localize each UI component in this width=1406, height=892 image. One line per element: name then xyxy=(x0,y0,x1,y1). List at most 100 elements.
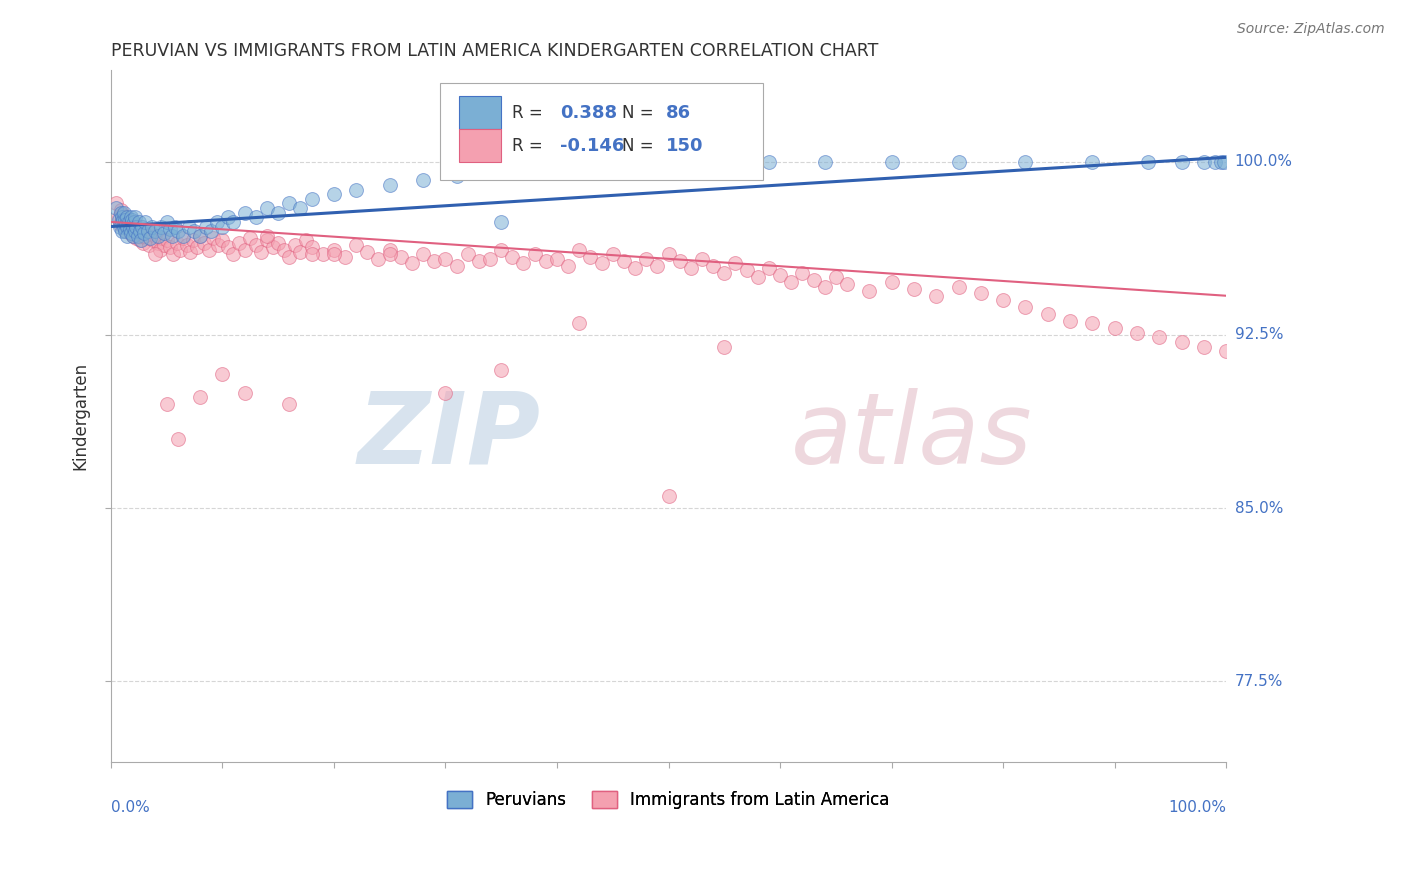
Text: PERUVIAN VS IMMIGRANTS FROM LATIN AMERICA KINDERGARTEN CORRELATION CHART: PERUVIAN VS IMMIGRANTS FROM LATIN AMERIC… xyxy=(111,42,879,60)
Point xyxy=(278,196,301,211)
Text: R =: R = xyxy=(512,136,543,155)
Point xyxy=(702,259,724,273)
Point xyxy=(814,279,837,293)
Point xyxy=(1213,155,1236,169)
Point xyxy=(128,233,150,247)
Point xyxy=(155,397,177,411)
Point xyxy=(134,215,156,229)
Point xyxy=(108,217,131,231)
FancyBboxPatch shape xyxy=(440,84,763,180)
Text: atlas: atlas xyxy=(792,388,1033,485)
Point xyxy=(344,183,367,197)
Point xyxy=(105,201,128,215)
Point xyxy=(127,219,149,234)
Point xyxy=(1170,334,1192,349)
Point xyxy=(205,215,228,229)
Point xyxy=(177,219,200,234)
Point xyxy=(301,240,323,254)
Point xyxy=(312,247,335,261)
Point xyxy=(145,247,167,261)
Point xyxy=(457,247,479,261)
Point xyxy=(110,205,132,219)
Point xyxy=(534,254,557,268)
Point xyxy=(122,217,145,231)
Point xyxy=(131,228,153,243)
Point xyxy=(228,235,250,250)
Point xyxy=(1209,155,1232,169)
Point xyxy=(1170,155,1192,169)
Point xyxy=(769,268,792,282)
Point xyxy=(970,286,993,301)
Point xyxy=(824,270,846,285)
Point xyxy=(134,227,156,241)
Point xyxy=(780,275,803,289)
Text: R =: R = xyxy=(512,103,543,121)
Point xyxy=(233,205,256,219)
Point xyxy=(188,390,211,404)
Point xyxy=(122,228,145,243)
Point xyxy=(139,227,162,241)
Point xyxy=(107,211,129,225)
Point xyxy=(211,233,233,247)
Point xyxy=(991,293,1014,308)
Point xyxy=(479,252,502,266)
Point xyxy=(128,224,150,238)
Point xyxy=(367,252,389,266)
Point xyxy=(613,254,636,268)
Point xyxy=(222,247,245,261)
Point xyxy=(423,254,446,268)
Point xyxy=(724,256,747,270)
Point xyxy=(122,215,145,229)
FancyBboxPatch shape xyxy=(458,129,501,162)
Point xyxy=(166,235,188,250)
Point xyxy=(434,385,457,400)
Point xyxy=(117,219,139,234)
Point xyxy=(145,224,167,238)
Point xyxy=(186,240,208,254)
Point xyxy=(112,211,135,225)
Text: Source: ZipAtlas.com: Source: ZipAtlas.com xyxy=(1237,22,1385,37)
Point xyxy=(1104,321,1126,335)
Point xyxy=(668,254,690,268)
Point xyxy=(1204,155,1226,169)
Point xyxy=(880,275,903,289)
Point xyxy=(591,256,613,270)
Point xyxy=(121,222,143,236)
Point xyxy=(166,432,188,446)
Point xyxy=(188,228,211,243)
Point xyxy=(127,228,149,243)
Point xyxy=(880,155,903,169)
Point xyxy=(114,224,136,238)
Point xyxy=(111,215,134,229)
Point xyxy=(267,205,290,219)
Point xyxy=(278,250,301,264)
Point xyxy=(181,233,204,247)
Point xyxy=(1126,326,1149,340)
Point xyxy=(112,212,135,227)
Point xyxy=(389,250,412,264)
Point xyxy=(117,212,139,227)
Point xyxy=(124,224,146,238)
Point xyxy=(735,263,758,277)
Point xyxy=(948,155,970,169)
Point xyxy=(150,231,173,245)
Point xyxy=(378,243,401,257)
Text: 0.0%: 0.0% xyxy=(111,800,149,815)
Point xyxy=(446,169,468,183)
Point xyxy=(166,224,188,238)
Point xyxy=(207,238,229,252)
Point xyxy=(713,266,735,280)
Point xyxy=(568,243,591,257)
Point xyxy=(115,217,138,231)
Point xyxy=(322,247,344,261)
Point xyxy=(135,231,157,245)
Point xyxy=(501,250,523,264)
Point xyxy=(159,222,181,236)
Point xyxy=(713,339,735,353)
Point xyxy=(172,231,194,245)
Point xyxy=(115,224,138,238)
Text: -0.146: -0.146 xyxy=(561,136,624,155)
Point xyxy=(129,233,152,247)
Point xyxy=(591,160,613,174)
Point xyxy=(792,266,814,280)
